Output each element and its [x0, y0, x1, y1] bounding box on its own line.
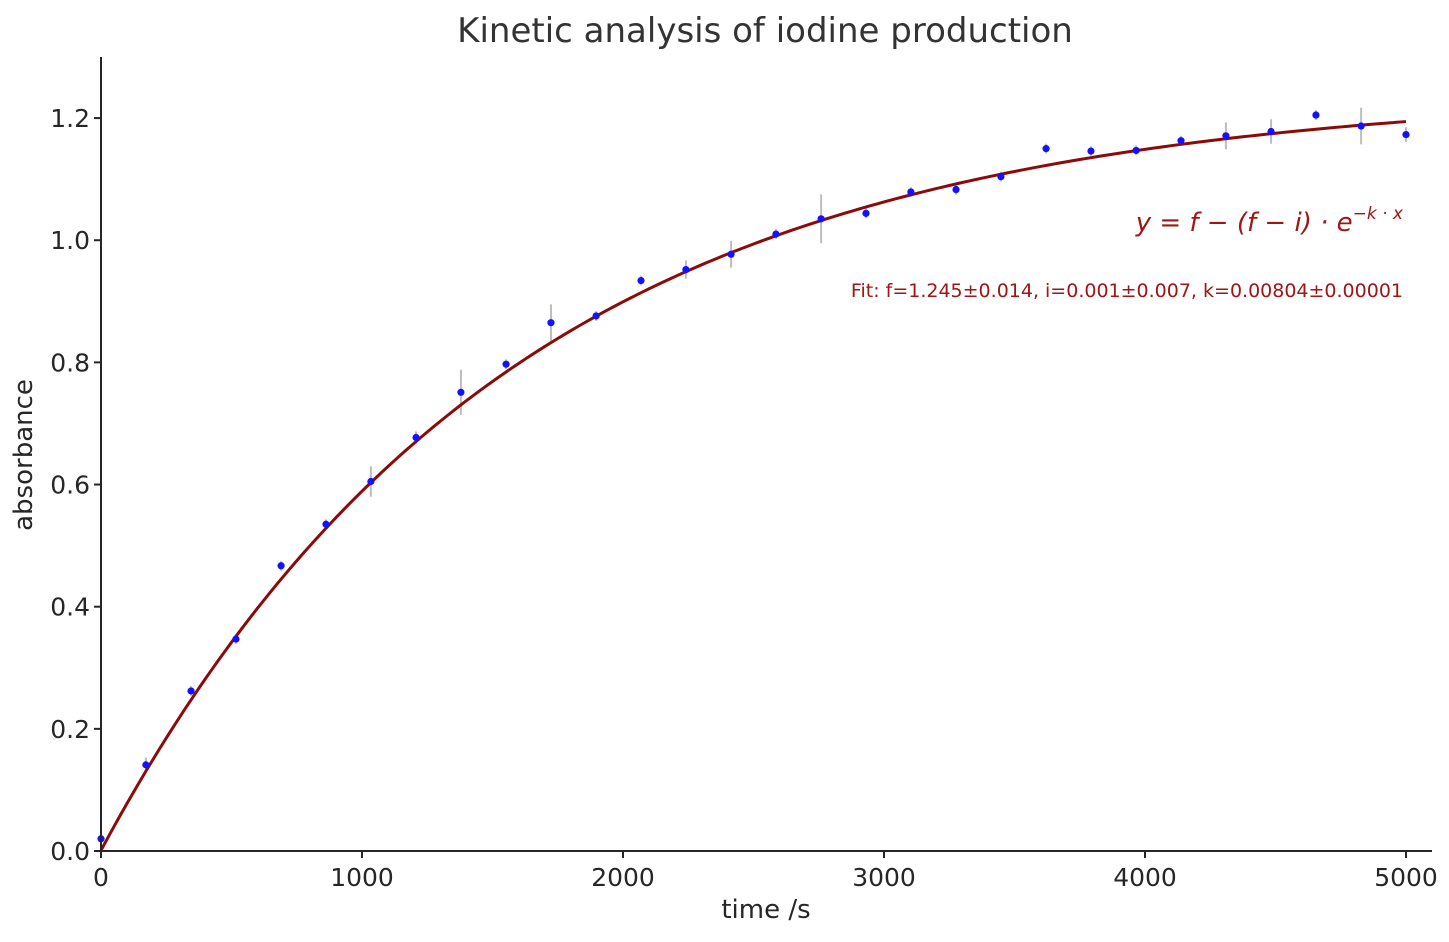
- data-point-11: [592, 312, 600, 320]
- data-point-7: [412, 433, 420, 442]
- x-tick-label-5000: 5000: [1374, 863, 1438, 892]
- y-tick-label-0.0: 0.0: [50, 837, 90, 866]
- fit-equation-exponent: −k · x: [1353, 204, 1404, 224]
- data-point-25: [1222, 132, 1230, 140]
- y-ticks: 0.0 0.2 0.4 0.6 0.8 1.0 1.2: [50, 104, 101, 866]
- data-point-5: [322, 520, 330, 528]
- data-point-13: [682, 265, 690, 274]
- y-axis-label: absorbance: [9, 379, 39, 531]
- y-tick-label-1.2: 1.2: [50, 104, 90, 133]
- y-tick-label-1.0: 1.0: [50, 226, 90, 255]
- data-point-14: [727, 250, 735, 258]
- data-point-9: [502, 360, 510, 368]
- data-point-21: [1042, 145, 1050, 153]
- data-point-17: [862, 209, 870, 217]
- x-tick-label-4000: 4000: [1113, 863, 1177, 892]
- data-point-3: [232, 635, 240, 643]
- y-tick-label-0.8: 0.8: [50, 348, 90, 377]
- data-point-26: [1267, 127, 1275, 136]
- data-point-10: [547, 319, 555, 327]
- fit-curve: [99, 120, 1407, 852]
- fit-equation: y = f − (f − i) · e−k · x: [1135, 204, 1404, 238]
- x-tick-label-3000: 3000: [852, 863, 916, 892]
- y-tick-label-0.2: 0.2: [50, 715, 90, 744]
- data-point-6: [367, 477, 375, 486]
- x-tick-label-1000: 1000: [330, 863, 394, 892]
- data-point-16: [817, 215, 825, 223]
- data-point-12: [637, 276, 645, 285]
- data-point-23: [1132, 146, 1140, 155]
- data-point-20: [997, 173, 1005, 181]
- x-tick-label-0: 0: [93, 863, 109, 892]
- data-point-18: [907, 188, 915, 196]
- x-tick-label-2000: 2000: [591, 863, 655, 892]
- fit-equation-base: y = f − (f − i) · e: [1135, 208, 1353, 238]
- y-tick-label-0.6: 0.6: [50, 471, 90, 500]
- data-point-4: [277, 562, 285, 570]
- chart-title: Kinetic analysis of iodine production: [457, 11, 1073, 51]
- x-ticks: 0 1000 2000 3000 4000 5000: [93, 851, 1438, 892]
- y-tick-label-0.4: 0.4: [50, 593, 90, 622]
- data-point-2: [187, 687, 195, 695]
- x-axis-label: time /s: [721, 895, 810, 925]
- data-point-8: [457, 388, 465, 396]
- data-point-27: [1312, 111, 1320, 119]
- data-point-1: [142, 761, 150, 769]
- data-points: [97, 111, 1410, 843]
- data-point-24: [1177, 137, 1185, 145]
- fit-parameters-text: Fit: f=1.245±0.014, i=0.001±0.007, k=0.0…: [851, 280, 1403, 302]
- fit-group: [99, 120, 1407, 852]
- data-point-15: [772, 230, 780, 238]
- data-point-29: [1402, 130, 1410, 139]
- data-point-28: [1357, 122, 1365, 130]
- data-point-19: [952, 185, 960, 194]
- data-point-22: [1087, 147, 1095, 155]
